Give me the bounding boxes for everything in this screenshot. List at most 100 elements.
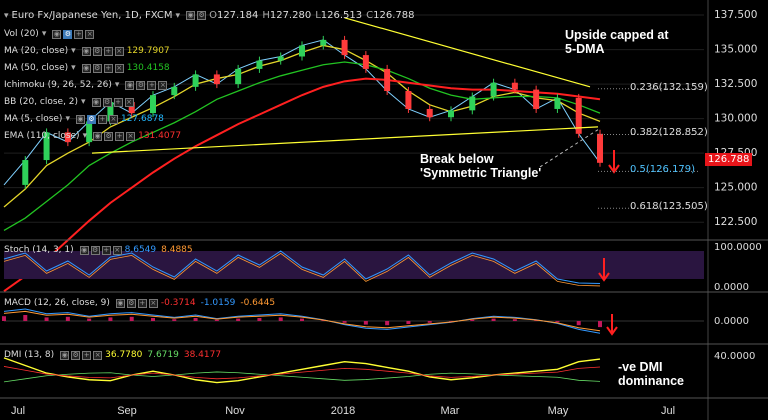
indicator-name: MA (20, close) (4, 46, 69, 56)
settings-icon[interactable]: ⚙ (71, 350, 81, 360)
eye-icon[interactable]: ◉ (93, 131, 103, 141)
close-icon[interactable]: × (124, 97, 134, 107)
candle-body (107, 102, 114, 122)
settings-icon[interactable]: ⚙ (136, 80, 146, 90)
settings-icon[interactable]: ⚙ (197, 11, 207, 20)
eye-icon[interactable]: ◉ (186, 11, 196, 20)
x-tick-label: 2018 (331, 405, 355, 417)
macd-histogram-bar (65, 316, 70, 321)
price-tick-label: 137.500 (714, 9, 757, 21)
add-icon[interactable]: + (113, 97, 123, 107)
indicator-buttons: ◉ ⚙ + × (52, 29, 95, 39)
indicator-name: MA (50, close) (4, 63, 69, 73)
stoch-tick-label: 100.0000 (714, 242, 762, 253)
indicator-value: 131.4077 (138, 131, 182, 141)
symbol-dropdown-icon[interactable]: ▾ (175, 10, 181, 21)
candle-body (299, 45, 305, 57)
x-tick-label: Sep (117, 405, 137, 417)
candle-body (341, 39, 348, 56)
candle-body (426, 108, 433, 118)
candle-body (384, 68, 391, 91)
ohlc-readout: O127.184 H127.280 L126.513 C126.788 (209, 10, 418, 21)
stoch-label: Stoch (14, 3, 1) (4, 245, 74, 255)
settings-icon[interactable]: ⚙ (126, 298, 136, 308)
indicator-name: EMA (110, close) (4, 131, 80, 141)
candle-body (128, 102, 135, 114)
indicator-buttons: ◉ ⚙ + × (81, 46, 124, 56)
eye-icon[interactable]: ◉ (81, 63, 91, 73)
close-icon[interactable]: × (93, 350, 103, 360)
dmi-values: 36.7780 7.6719 38.4177 (105, 350, 226, 360)
macd-histogram-bar (172, 319, 177, 321)
price-series-group (3, 17, 700, 293)
indicator-dropdown-icon[interactable]: ▾ (81, 97, 86, 107)
eye-icon[interactable]: ◉ (79, 245, 89, 255)
indicator-dropdown-icon[interactable]: ▾ (65, 114, 70, 124)
add-icon[interactable]: + (103, 46, 113, 56)
settings-icon[interactable]: ⚙ (90, 245, 100, 255)
add-icon[interactable]: + (82, 350, 92, 360)
candle-body (533, 89, 540, 109)
add-icon[interactable]: + (103, 63, 113, 73)
close-icon[interactable]: × (114, 63, 124, 73)
macd-tick-label: 0.0000 (714, 316, 749, 327)
add-icon[interactable]: + (97, 114, 107, 124)
candle-body (22, 160, 29, 185)
eye-icon[interactable]: ◉ (75, 114, 85, 124)
stoch-values: 8.6549 8.4885 (125, 245, 198, 255)
settings-icon[interactable]: ⚙ (104, 131, 114, 141)
settings-icon[interactable]: ⚙ (102, 97, 112, 107)
header-legend: ▾ Euro Fx/Japanese Yen, 1D, FXCM ▾ ◉ ⚙ O… (4, 10, 418, 21)
indicator-value: 129.7907 (126, 46, 170, 56)
candle-body (64, 132, 71, 143)
close-icon[interactable]: × (108, 114, 118, 124)
add-icon[interactable]: + (74, 29, 84, 39)
close-icon[interactable]: × (148, 298, 158, 308)
x-tick-label: May (548, 405, 569, 417)
close-icon[interactable]: × (85, 29, 95, 39)
down-arrow-stoch (598, 258, 610, 282)
candle-body (362, 55, 369, 69)
indicator-legend-1: MA (20, close) ▾ ◉ ⚙ + × 129.7907 (4, 46, 170, 56)
eye-icon[interactable]: ◉ (81, 46, 91, 56)
eye-icon[interactable]: ◉ (52, 29, 62, 39)
eye-icon[interactable]: ◉ (60, 350, 70, 360)
indicator-dropdown-icon[interactable]: ▾ (71, 63, 76, 73)
chart-menu-icon[interactable]: ▾ (4, 10, 9, 21)
candle-body (256, 60, 263, 69)
close-icon[interactable]: × (126, 131, 136, 141)
pane-value: 8.4885 (161, 245, 193, 255)
indicator-dropdown-icon[interactable]: ▾ (114, 80, 120, 90)
close-icon[interactable]: × (112, 245, 122, 255)
settings-icon[interactable]: ⚙ (86, 114, 96, 124)
ohlc-h: H127.280 (262, 10, 312, 21)
dmi-plus-line (3, 371, 601, 383)
indicator-dropdown-icon[interactable]: ▾ (82, 131, 88, 141)
header-buttons: ◉ ⚙ (186, 11, 207, 20)
stoch-tick-label: 0.0000 (714, 282, 749, 293)
add-icon[interactable]: + (115, 131, 125, 141)
add-icon[interactable]: + (101, 245, 111, 255)
candle-body (43, 132, 50, 161)
candle-body (320, 39, 327, 46)
macd-line (3, 308, 601, 334)
macd-histogram-bar (193, 318, 198, 321)
macd-histogram-bar (300, 318, 304, 321)
add-icon[interactable]: + (147, 80, 157, 90)
close-icon[interactable]: × (158, 80, 168, 90)
settings-icon[interactable]: ⚙ (92, 46, 102, 56)
macd-legend: MACD (12, 26, close, 9) ◉ ⚙ + × -0.3714 -1.0… (4, 298, 280, 308)
eye-icon[interactable]: ◉ (115, 298, 125, 308)
indicator-dropdown-icon[interactable]: ▾ (41, 29, 47, 39)
close-icon[interactable]: × (114, 46, 124, 56)
settings-icon[interactable]: ⚙ (63, 29, 73, 39)
macd-histogram-bar (278, 317, 283, 321)
indicator-dropdown-icon[interactable]: ▾ (71, 46, 76, 56)
macd-values: -0.3714 -1.0159 -0.6445 (161, 298, 280, 308)
macd-histogram-bar (427, 321, 432, 323)
add-icon[interactable]: + (137, 298, 147, 308)
eye-icon[interactable]: ◉ (125, 80, 135, 90)
eye-icon[interactable]: ◉ (91, 97, 101, 107)
settings-icon[interactable]: ⚙ (92, 63, 102, 73)
